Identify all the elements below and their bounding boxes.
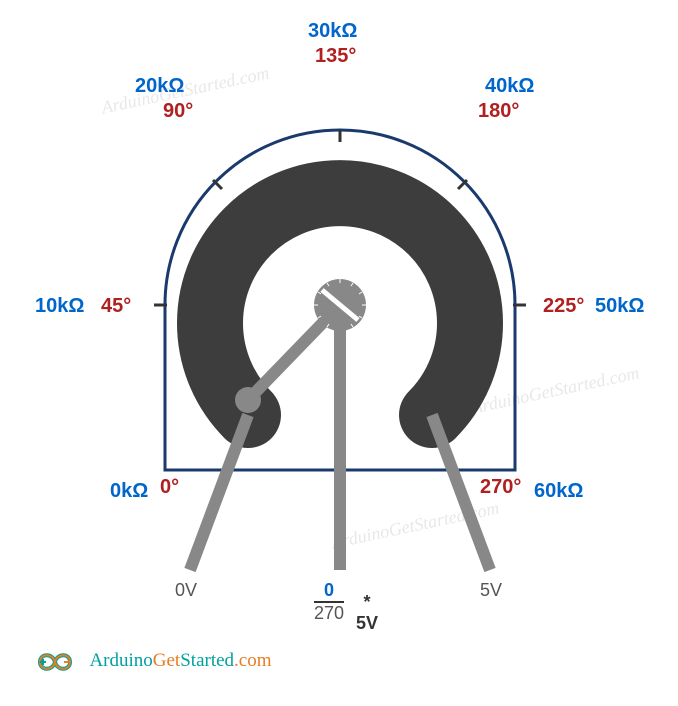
formula-multiplier: * 5V <box>356 592 378 634</box>
formula-denominator: 270 <box>314 603 344 624</box>
logo-domain: .com <box>234 650 271 671</box>
infinity-icon <box>25 643 85 681</box>
potentiometer-diagram: ArduinoGetStarted.com ArduinoGetStarted.… <box>0 0 678 706</box>
logo-brand: Arduino <box>89 650 152 671</box>
logo-middle: Get <box>153 650 180 671</box>
logo-suffix: Started <box>180 650 234 671</box>
site-logo: ArduinoGetStarted.com <box>25 643 272 681</box>
terminal-left: 0V <box>175 580 197 601</box>
wiper-formula: 0 270 * 5V <box>314 580 344 624</box>
formula-numerator: 0 <box>314 580 344 603</box>
terminal-right: 5V <box>480 580 502 601</box>
